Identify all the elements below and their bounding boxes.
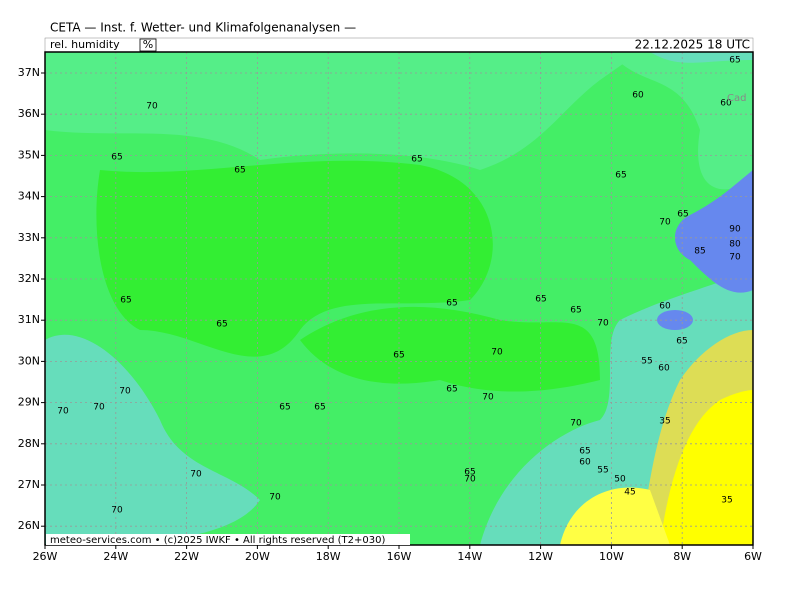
contour-label: 65 — [393, 351, 404, 361]
lon-label: 20W — [245, 550, 270, 563]
unit-box — [139, 38, 157, 52]
lat-label: 34N — [18, 190, 40, 203]
lon-label: 12W — [528, 550, 553, 563]
lat-label: 36N — [18, 107, 40, 120]
lon-label: 22W — [174, 550, 199, 563]
lon-label: 6W — [744, 550, 762, 563]
field-wet — [610, 52, 753, 190]
contour-label: 65 — [570, 306, 581, 316]
lat-label: 35N — [18, 148, 40, 161]
field-moist — [300, 306, 600, 392]
contour-label: 90 — [729, 225, 741, 235]
contour-label: 70 — [482, 393, 494, 403]
contour-label: 65 — [279, 403, 290, 413]
contour-label: 35 — [659, 417, 670, 427]
field-moist — [96, 160, 493, 357]
lat-label: 31N — [18, 313, 40, 326]
contour-label: 65 — [411, 155, 422, 165]
field-very-dry — [660, 390, 753, 545]
contour-label: 85 — [694, 247, 705, 257]
contour-label: 60 — [720, 99, 732, 109]
contour-label: 60 — [632, 91, 644, 101]
contour-label: 70 — [57, 407, 69, 417]
contour-label: 65 — [677, 210, 688, 220]
lat-label: 33N — [18, 231, 40, 244]
lon-label: 16W — [387, 550, 412, 563]
contour-label: 70 — [464, 475, 476, 485]
contour-label: 55 — [597, 466, 608, 476]
contour-label: 70 — [93, 403, 105, 413]
contour-label: 60 — [659, 302, 671, 312]
contour-label: 65 — [111, 153, 122, 163]
lon-label: 10W — [599, 550, 624, 563]
contour-label: 70 — [597, 319, 609, 329]
contour-label: 55 — [641, 357, 652, 367]
contour-label: 70 — [190, 470, 202, 480]
contour-label: 65 — [579, 447, 590, 457]
unit-label: % — [143, 38, 153, 51]
contour-label: 65 — [234, 166, 245, 176]
lat-label: 30N — [18, 354, 40, 367]
contour-label: 35 — [721, 496, 732, 506]
lat-label: 32N — [18, 272, 40, 285]
field-very-wet — [675, 170, 753, 293]
contour-label: 45 — [624, 488, 635, 498]
lon-label: 18W — [316, 550, 341, 563]
lon-label: 8W — [673, 550, 691, 563]
contour-label: 70 — [570, 419, 582, 429]
contour-label: 65 — [535, 295, 546, 305]
valid-time: 22.12.2025 18 UTC — [635, 38, 750, 52]
contour-label: 60 — [579, 458, 591, 468]
contour-label: 65 — [615, 171, 626, 181]
contour-label: 65 — [729, 56, 740, 66]
lat-label: 27N — [18, 478, 40, 491]
contour-label: 70 — [111, 506, 123, 516]
contour-label: 70 — [269, 493, 281, 503]
contour-label: 60 — [658, 364, 670, 374]
lon-label: 26W — [33, 550, 58, 563]
contour-label: 65 — [120, 296, 131, 306]
lon-label: 24W — [103, 550, 128, 563]
lat-label: 26N — [18, 519, 40, 532]
contour-label: 65 — [464, 468, 475, 478]
field-moist — [45, 52, 640, 170]
variable-label: rel. humidity — [50, 38, 120, 51]
lon-label: 14W — [457, 550, 482, 563]
contour-label: 65 — [446, 299, 457, 309]
contour-label: 80 — [729, 240, 741, 250]
contour-label: 70 — [491, 348, 503, 358]
axes: 26W 24W 22W 20W 18W 16W 14W 12W 10W 8W 6W 37N 36N 35N… — [18, 66, 762, 563]
contour-label: 65 — [216, 320, 227, 330]
field-very-dry — [560, 487, 670, 545]
field-wet — [45, 334, 260, 545]
contour-label: 65 — [676, 337, 687, 347]
footer: meteo-services.com • (c)2025 IWKF • All … — [50, 535, 385, 546]
grid — [45, 52, 753, 545]
contour-label: 70 — [119, 387, 131, 397]
contour-label: 70 — [146, 102, 158, 112]
lat-label: 37N — [18, 66, 40, 79]
lat-label: 28N — [18, 437, 40, 450]
contour-label: 70 — [659, 218, 671, 228]
field-wet — [650, 52, 753, 63]
place-label: Cad — [727, 93, 746, 104]
contour-label: 50 — [614, 475, 626, 485]
contour-label: 65 — [446, 385, 457, 395]
footer-bg — [46, 534, 410, 545]
header-title: CETA — Inst. f. Wetter- und Klimafolgena… — [50, 21, 356, 35]
contour-label: 70 — [729, 253, 741, 263]
contour-label: 65 — [314, 403, 325, 413]
lat-label: 29N — [18, 396, 40, 409]
